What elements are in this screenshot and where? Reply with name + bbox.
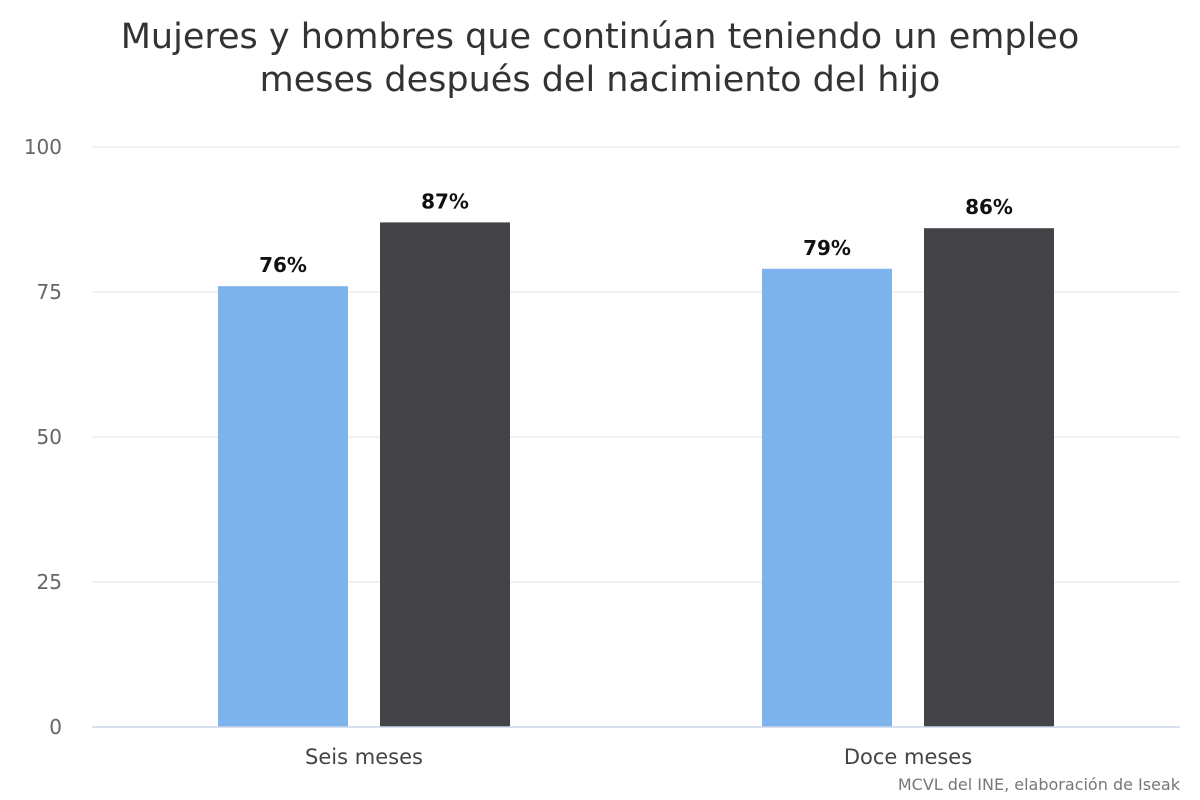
y-tick-label: 75 [37,280,62,304]
y-tick-label: 0 [49,715,62,739]
y-tick-label: 25 [37,570,62,594]
bar [218,286,348,727]
bar [762,268,892,727]
data-label: 76% [259,253,307,277]
x-tick-label: Seis meses [305,745,423,769]
chart-credit: MCVL del INE, elaboración de Iseak [898,775,1181,794]
bar [380,222,510,727]
axes: 0 25 50 75 100 Seis meses Doce meses [24,135,1180,769]
data-label: 86% [965,195,1013,219]
y-tick-label: 100 [24,135,62,159]
data-label: 87% [421,189,469,213]
y-tick-label: 50 [37,425,62,449]
data-labels: 76% 87% 79% 86% [259,189,1013,277]
chart-title-line-2: meses después del nacimiento del hijo [260,60,941,100]
bars [218,222,1054,727]
data-label: 79% [803,236,851,260]
x-tick-label: Doce meses [844,745,972,769]
chart-title-line-1: Mujeres y hombres que continúan teniendo… [121,17,1080,57]
bar [924,228,1054,727]
